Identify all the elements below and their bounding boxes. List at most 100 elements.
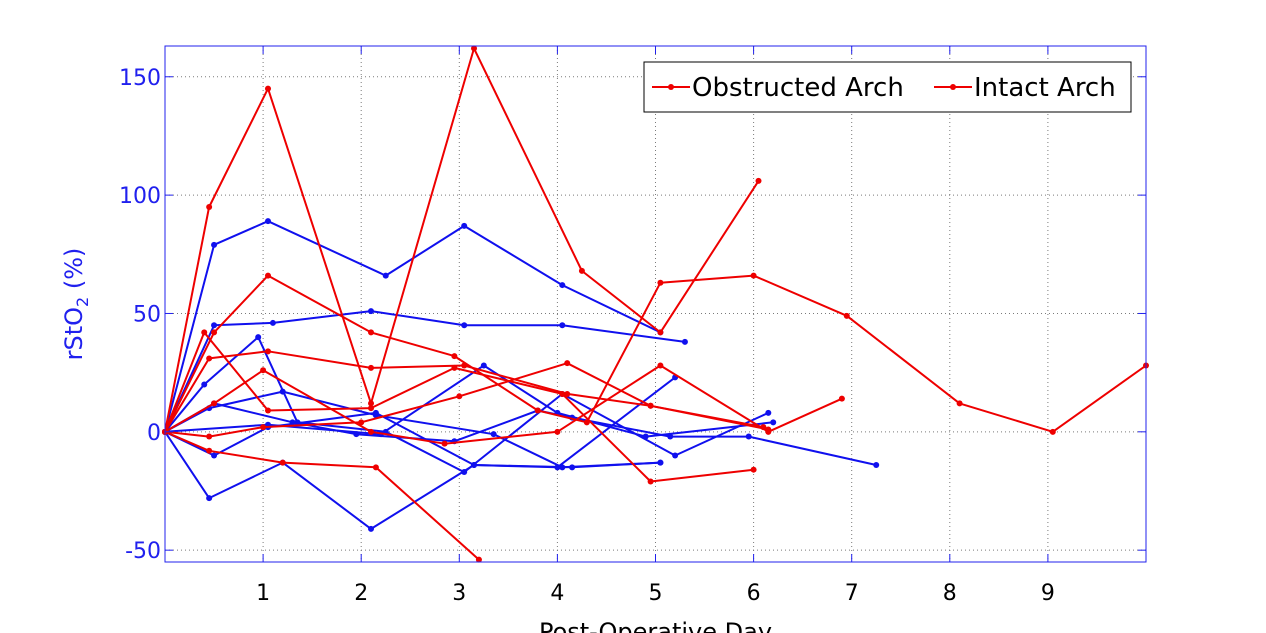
x-tick-label: 3 [452,581,466,606]
data-point [873,461,880,468]
data-point [490,431,497,438]
series-line [164,331,754,483]
data-point [750,466,757,473]
series-line [164,47,760,432]
blue-series-3 [162,334,772,476]
data-point [451,353,458,360]
data-point [475,556,482,563]
data-point [843,312,850,319]
data-point [456,393,463,400]
data-point [279,388,286,395]
data-point [206,433,213,440]
data-point [206,355,213,362]
data-point [657,459,664,466]
data-point [657,329,664,336]
data-point [211,322,218,329]
series-line [164,350,764,433]
data-point [770,419,777,426]
data-point [211,452,218,459]
data-point [265,348,272,355]
data-point [554,428,561,435]
data-point [201,381,208,388]
data-point [206,203,213,210]
y-axis-title-suffix: (%) [60,248,88,297]
data-point [471,45,478,52]
data-point [564,390,571,397]
x-tick-label: 1 [256,581,270,606]
legend-entry: Obstructed Arch [652,73,904,103]
data-point [211,241,218,248]
data-point [755,177,762,184]
data-point [750,272,757,279]
x-tick-label: 4 [550,581,564,606]
data-point [260,367,267,374]
series-line [164,402,877,466]
data-point [211,329,218,336]
red-series-10 [162,272,1149,435]
y-axis-title-main: rStO [60,307,88,360]
x-tick-label: 6 [747,581,761,606]
data-point [564,360,571,367]
x-tick-label: 5 [649,581,663,606]
data-point [461,362,468,369]
red-series-15 [162,360,772,440]
x-tick-label: 7 [845,581,859,606]
data-point [559,322,566,329]
data-point [269,319,276,326]
x-tick-label: 9 [1041,581,1055,606]
data-point [559,390,566,397]
data-point [372,464,379,471]
data-point [765,426,772,433]
data-point [956,400,963,407]
y-axis-title-subscript: 2 [73,297,92,307]
data-point [1049,428,1056,435]
data-point [647,402,654,409]
data-point [368,364,375,371]
data-point [534,407,541,414]
data-point [260,424,267,431]
data-point [265,85,272,92]
y-tick-label: 0 [147,421,161,446]
data-point [265,272,272,279]
data-point [642,433,649,440]
data-point [569,464,576,471]
x-tick-label: 8 [943,581,957,606]
data-point [745,433,752,440]
data-point [211,400,218,407]
data-point [765,409,772,416]
data-point [265,407,272,414]
legend-box [643,61,1132,113]
data-point [461,322,468,329]
blue-series-4 [162,388,664,471]
x-axis: 1 2 3 4 5 6 7 8 9 [256,46,1055,606]
data-point [368,329,375,336]
data-point [657,279,664,286]
data-point [471,461,478,468]
series-line [164,364,774,438]
data-point [265,218,272,225]
series-group [162,45,1149,563]
data-point [578,267,585,274]
series-line [164,310,686,433]
y-tick-label: -50 [125,539,161,564]
series-line [164,220,661,433]
data-point [358,419,365,426]
blue-series-2 [162,308,688,435]
data-point [368,525,375,532]
data-point [451,364,458,371]
data-point [368,405,375,412]
data-point [368,308,375,315]
data-point [382,272,389,279]
data-point [206,447,213,454]
data-point [279,459,286,466]
data-point [480,362,487,369]
data-point [368,428,375,435]
y-tick-label: 150 [119,66,161,91]
series-line [164,274,1147,433]
y-tick-label: 50 [133,302,161,327]
legend-entry: Intact Arch [934,73,1116,103]
y-axis-title: rStO2 (%) [60,248,92,361]
series-line [164,336,769,474]
data-point [201,329,208,336]
